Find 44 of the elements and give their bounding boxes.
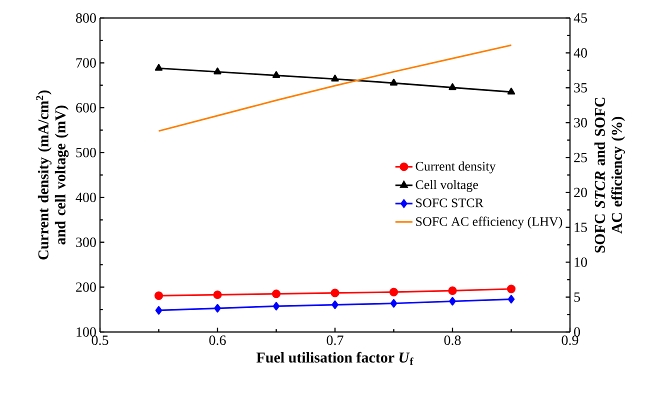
point <box>448 286 457 296</box>
y2-tick-label: 40 <box>574 48 587 58</box>
y-tick-label: 700 <box>76 58 96 68</box>
y-tick-label: 100 <box>76 327 96 337</box>
x-tick-label: 0.8 <box>444 336 461 346</box>
point <box>213 290 222 300</box>
point <box>331 74 339 82</box>
y-tick-label: 200 <box>76 282 96 292</box>
point <box>214 68 222 74</box>
y2-tick-label: 15 <box>574 222 587 232</box>
point <box>272 71 280 78</box>
y2-tick-label: 45 <box>574 13 587 23</box>
y-tick-label: 600 <box>76 102 96 112</box>
y2-tick-label: 10 <box>574 257 587 267</box>
point <box>390 78 398 86</box>
point <box>330 288 340 298</box>
point <box>506 284 516 294</box>
point <box>507 88 516 95</box>
y-axis-title: Current density (mA/cm$^{2}$) and cell voltage (mV) <box>36 90 69 260</box>
legend-label: SOFC STCR <box>416 198 484 208</box>
y2-tick-label: 20 <box>574 188 587 198</box>
legend-label: SOFC AC efficiency (LHV) <box>416 216 562 229</box>
point <box>448 83 456 90</box>
point <box>154 291 164 300</box>
y2-tick-label: 35 <box>574 83 587 92</box>
y-tick-label: 300 <box>76 238 96 248</box>
y2-tick-label: 25 <box>574 152 587 162</box>
point <box>154 64 163 71</box>
x-tick-label: 0.5 <box>92 336 108 346</box>
legend-label: Cell voltage <box>416 180 478 192</box>
y2-tick-label: 30 <box>574 118 587 128</box>
x-axis-title: Fuel utilisation factor U$_{f}$ <box>256 352 414 365</box>
y-tick-label: 400 <box>76 192 96 202</box>
y-tick-label: 500 <box>76 148 96 158</box>
x-tick-label: 0.9 <box>562 336 578 346</box>
point <box>389 288 398 296</box>
y-tick-label: 800 <box>76 13 96 23</box>
y2-tick-label: 5 <box>574 292 580 302</box>
point <box>272 290 281 298</box>
x-tick-label: 0.6 <box>209 336 226 346</box>
y2-tick-label: 0 <box>574 327 580 337</box>
legend-label: Current density <box>416 162 496 174</box>
x-tick-label: 0.7 <box>326 336 344 346</box>
line-series <box>158 44 512 132</box>
